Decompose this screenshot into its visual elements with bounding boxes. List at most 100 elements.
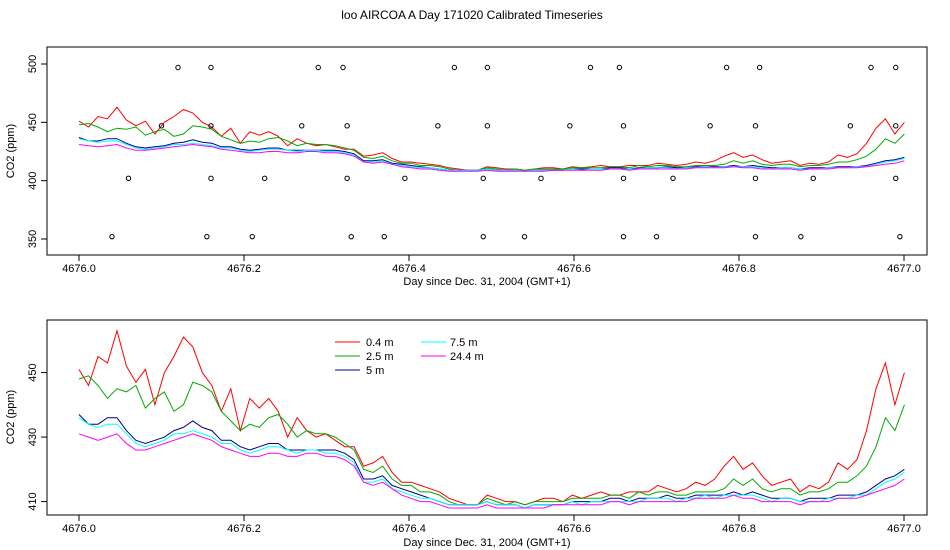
flagged-data-point: [344, 123, 350, 129]
top-x-axis: 4676.0 4676.2 4676.4 4676.6 4676.8 4677.0: [62, 255, 921, 275]
top-x-tick-label: 4676.4: [392, 263, 426, 275]
bottom-y-tick-label: 450: [27, 363, 39, 381]
flagged-data-point: [109, 233, 115, 240]
flagged-data-point: [249, 233, 255, 240]
legend-label-0-4m: 0.4 m: [366, 337, 394, 349]
flagged-data-point: [208, 64, 214, 71]
flagged-data-point: [897, 233, 903, 240]
flagged-data-point: [893, 175, 899, 182]
flagged-data-point: [752, 123, 759, 129]
top-series-line-4: [78, 143, 905, 172]
flagged-data-point: [893, 64, 899, 71]
bottom-y-axis: 410 430 450: [27, 363, 47, 511]
flagged-data-point: [480, 233, 486, 240]
flagged-data-point: [484, 64, 491, 71]
top-y-axis: 350 400 450 500: [27, 55, 47, 248]
top-x-axis-label: Day since Dec. 31, 2004 (GMT+1): [403, 276, 570, 288]
flagged-data-point: [798, 233, 804, 240]
top-series-line-0: [78, 106, 905, 171]
flagged-data-point: [484, 123, 491, 129]
top-y-axis-label: CO2 (ppm): [5, 124, 17, 178]
bottom-series-line-1: [78, 375, 905, 506]
top-x-tick-label: 4676.0: [62, 263, 96, 275]
top-x-tick-label: 4676.6: [557, 263, 591, 275]
flagged-data-point: [521, 233, 528, 240]
flagged-data-point: [752, 175, 759, 182]
top-y-tick-label: 450: [27, 113, 39, 131]
flagged-data-point: [125, 175, 132, 182]
flagged-data-point: [670, 175, 676, 182]
flagged-data-point: [208, 175, 214, 182]
flagged-data-point: [868, 64, 874, 71]
bottom-panel: Day since Dec. 31, 2004 (GMT+1) CO2 (ppm…: [5, 319, 928, 549]
flagged-data-point: [381, 233, 387, 240]
bottom-series-line-3: [78, 417, 905, 509]
legend-label-7-5m: 7.5 m: [450, 337, 478, 349]
flagged-data-point: [261, 175, 268, 182]
bottom-series-line-0: [78, 328, 905, 506]
top-y-tick-label: 350: [27, 230, 39, 248]
flagged-data-point: [348, 233, 354, 240]
flagged-data-point: [707, 123, 713, 129]
flagged-data-point: [538, 175, 544, 182]
bottom-x-tick-label: 4676.6: [557, 523, 591, 535]
legend-label-2-5m: 2.5 m: [366, 351, 394, 363]
chart-title: loo AIRCOA A Day 171020 Calibrated Times…: [341, 8, 602, 22]
legend-label-5m: 5 m: [366, 365, 384, 377]
flagged-data-point: [204, 233, 210, 240]
flagged-data-point: [620, 233, 627, 240]
bottom-x-tick-label: 4676.8: [722, 523, 756, 535]
bottom-series-group: [78, 328, 905, 509]
flagged-data-point: [402, 175, 408, 182]
top-x-tick-label: 4676.2: [227, 263, 261, 275]
flagged-data-point: [616, 64, 623, 71]
top-panel: Day since Dec. 31, 2004 (GMT+1) CO2 (ppm…: [5, 46, 928, 288]
flagged-data-point: [620, 175, 627, 182]
top-series-line-1: [78, 122, 905, 171]
flagged-data-point: [451, 64, 458, 71]
flagged-data-point: [653, 233, 660, 240]
flagged-data-point: [344, 175, 350, 182]
bottom-y-axis-label: CO2 (ppm): [5, 390, 17, 444]
bottom-x-tick-label: 4676.0: [62, 523, 96, 535]
flagged-data-point: [340, 64, 346, 71]
legend-label-24-4m: 24.4 m: [450, 351, 484, 363]
flagged-data-point: [752, 233, 759, 240]
top-y-tick-label: 400: [27, 171, 39, 189]
top-series-line-2: [78, 137, 905, 172]
top-x-tick-label: 4676.8: [722, 263, 756, 275]
bottom-y-tick-label: 430: [27, 428, 39, 446]
flagged-data-point: [158, 123, 165, 129]
flagged-data-point: [756, 64, 763, 71]
flagged-data-point: [620, 123, 627, 129]
flagged-data-point: [435, 123, 441, 129]
bottom-series-line-2: [78, 414, 905, 509]
bottom-series-line-4: [78, 433, 905, 509]
top-series-group: [78, 106, 905, 172]
flagged-data-point: [175, 64, 181, 71]
top-plot-frame: [46, 46, 928, 256]
bottom-x-axis-label: Day since Dec. 31, 2004 (GMT+1): [403, 537, 570, 549]
bottom-x-axis: 4676.0 4676.2 4676.4 4676.6 4676.8 4677.0: [62, 515, 921, 535]
flagged-data-point: [810, 175, 816, 182]
flagged-data-point: [893, 123, 899, 129]
bottom-y-tick-label: 410: [27, 492, 39, 510]
bottom-x-tick-label: 4676.2: [227, 523, 261, 535]
top-x-tick-label: 4677.0: [887, 263, 921, 275]
flagged-data-point: [723, 64, 730, 71]
flagged-data-point: [567, 123, 573, 129]
bottom-x-tick-label: 4677.0: [887, 523, 921, 535]
flagged-data-point: [847, 123, 854, 129]
legend: 0.4 m 2.5 m 5 m 7.5 m 24.4 m: [335, 337, 484, 377]
bottom-x-tick-label: 4676.4: [392, 523, 426, 535]
top-series-line-3: [78, 138, 905, 172]
flagged-data-point: [299, 123, 305, 129]
top-flagged-points: [109, 64, 903, 240]
flagged-data-point: [587, 64, 594, 71]
top-y-tick-label: 500: [27, 55, 39, 73]
flagged-data-point: [315, 64, 321, 71]
flagged-data-point: [480, 175, 486, 182]
bottom-plot-frame: [46, 319, 928, 516]
flagged-data-point: [208, 123, 214, 129]
